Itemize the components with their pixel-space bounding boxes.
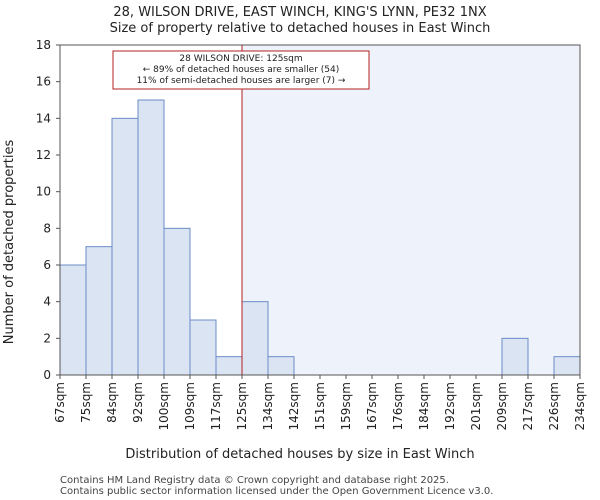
x-tick-label: 184sqm bbox=[417, 382, 431, 430]
bar-134sqm bbox=[267, 356, 295, 376]
bar-67sqm bbox=[59, 264, 87, 376]
bar-125sqm bbox=[241, 301, 269, 376]
bar-109sqm bbox=[189, 319, 217, 376]
bar-100sqm bbox=[163, 227, 191, 376]
highlight-region bbox=[242, 45, 580, 375]
x-tick-label: 75sqm bbox=[79, 382, 93, 423]
x-tick-label: 142sqm bbox=[287, 382, 301, 430]
footer-line-1: Contains HM Land Registry data © Crown c… bbox=[60, 475, 449, 486]
y-axis-ticks: 0 2 4 6 8 10 12 14 16 18 bbox=[36, 38, 60, 382]
x-tick-label: 217sqm bbox=[521, 382, 535, 430]
x-tick-label: 92sqm bbox=[131, 382, 145, 423]
chart-title: 28, WILSON DRIVE, EAST WINCH, KING'S LYN… bbox=[113, 5, 486, 20]
x-tick-label: 117sqm bbox=[209, 382, 223, 430]
x-tick-label: 209sqm bbox=[495, 382, 509, 430]
y-tick-label: 2 bbox=[43, 331, 51, 345]
bar-226sqm bbox=[553, 356, 581, 376]
y-tick-label: 6 bbox=[43, 258, 51, 272]
y-tick-label: 4 bbox=[43, 295, 51, 309]
x-tick-label: 100sqm bbox=[157, 382, 171, 430]
bar-92sqm bbox=[137, 99, 165, 376]
y-tick-label: 18 bbox=[36, 38, 51, 52]
x-tick-label: 84sqm bbox=[105, 382, 119, 423]
footer-line-2: Contains public sector information licen… bbox=[60, 486, 493, 497]
x-tick-label: 176sqm bbox=[391, 382, 405, 430]
chart-subtitle: Size of property relative to detached ho… bbox=[110, 21, 491, 36]
x-axis-label: Distribution of detached houses by size … bbox=[125, 447, 474, 462]
annotation-frame bbox=[112, 50, 370, 90]
x-tick-label: 159sqm bbox=[339, 382, 353, 430]
plot-frame bbox=[59, 44, 581, 376]
x-tick-label: 125sqm bbox=[235, 382, 249, 430]
y-tick-label: 12 bbox=[36, 148, 51, 162]
x-tick-label: 226sqm bbox=[547, 382, 561, 430]
x-tick-label: 109sqm bbox=[183, 382, 197, 430]
x-tick-label: 234sqm bbox=[573, 382, 587, 430]
y-tick-label: 8 bbox=[43, 221, 51, 235]
x-tick-label: 134sqm bbox=[261, 382, 275, 430]
y-tick-label: 0 bbox=[43, 368, 51, 382]
x-tick-label: 151sqm bbox=[313, 382, 327, 430]
y-axis-label: Number of detached properties bbox=[2, 140, 17, 345]
x-tick-label: 167sqm bbox=[365, 382, 379, 430]
x-tick-label: 67sqm bbox=[53, 382, 67, 423]
x-axis-ticks: 67sqm 75sqm 84sqm 92sqm 100sqm 109sqm 117sqm 12… bbox=[53, 375, 587, 430]
annotation-box: 28 WILSON DRIVE: 125sqm ← 89% of detache… bbox=[112, 50, 370, 90]
annotation-line-1: 28 WILSON DRIVE: 125sqm bbox=[179, 54, 302, 64]
x-tick-label: 201sqm bbox=[469, 382, 483, 430]
annotation-line-3: 11% of semi-detached houses are larger (… bbox=[137, 76, 346, 86]
y-tick-label: 10 bbox=[36, 185, 51, 199]
bar-75sqm bbox=[85, 246, 113, 376]
y-tick-label: 14 bbox=[36, 111, 51, 125]
bar-209sqm bbox=[501, 337, 529, 376]
x-tick-label: 192sqm bbox=[443, 382, 457, 430]
annotation-line-2: ← 89% of detached houses are smaller (54… bbox=[143, 65, 340, 75]
bars-group bbox=[59, 99, 581, 376]
y-tick-label: 16 bbox=[36, 75, 51, 89]
bar-117sqm bbox=[215, 356, 243, 376]
bar-84sqm bbox=[111, 117, 139, 376]
